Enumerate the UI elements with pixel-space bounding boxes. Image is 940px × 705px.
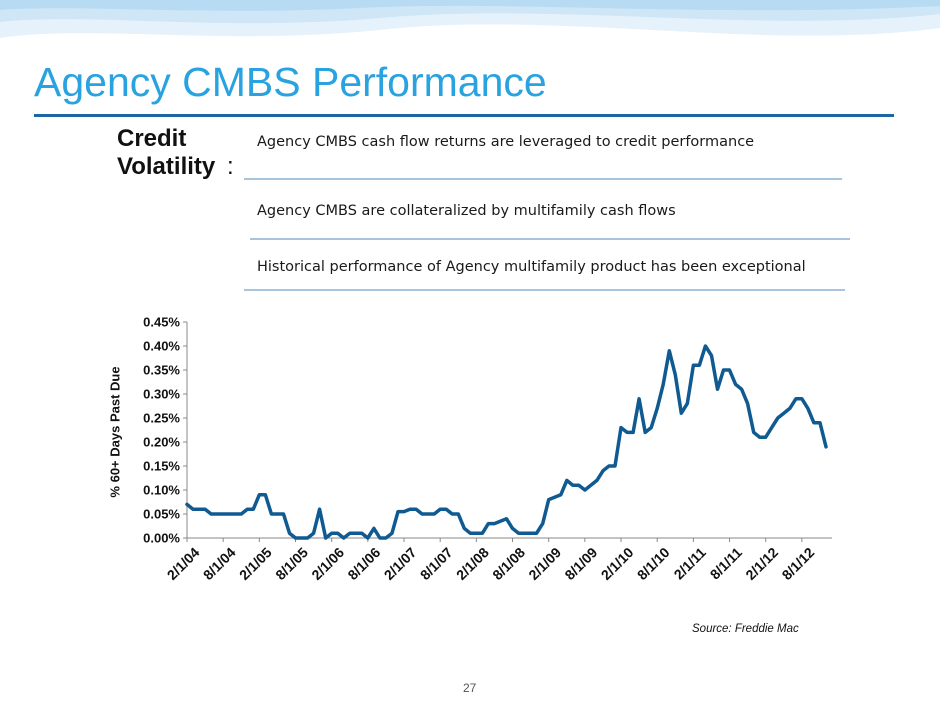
x-tick-label: 2/1/10 (598, 544, 637, 583)
y-tick-label: 0.20% (143, 435, 180, 450)
page-title: Agency CMBS Performance (34, 59, 547, 105)
x-tick-label: 8/1/07 (417, 544, 456, 583)
y-tick-label: 0.45% (143, 315, 180, 330)
section-label-colon: : (227, 153, 234, 180)
x-tick-label: 8/1/06 (344, 544, 383, 583)
x-tick-label: 8/1/09 (562, 544, 601, 583)
x-tick-label: 8/1/08 (489, 544, 528, 583)
section-label-text: Credit Volatility (117, 125, 216, 180)
y-tick-label: 0.30% (143, 387, 180, 402)
series-line (185, 344, 828, 540)
x-tick-label: 8/1/12 (779, 544, 818, 583)
x-tick-label: 8/1/10 (634, 544, 673, 583)
y-tick-label: 0.35% (143, 363, 180, 378)
source-note: Source: Freddie Mac (692, 623, 799, 635)
x-tick-label: 2/1/11 (671, 544, 709, 582)
header-wave-decoration (0, 0, 940, 38)
page-number: 27 (463, 681, 477, 695)
bullet-cash-flow: Agency CMBS cash flow returns are levera… (257, 134, 755, 150)
y-tick-label: 0.25% (143, 411, 180, 426)
x-tick-label: 8/1/04 (200, 544, 239, 583)
bullet-divider (244, 289, 845, 291)
bullet-divider (250, 238, 850, 240)
x-tick-label: 2/1/05 (236, 544, 275, 583)
x-tick-label: 2/1/12 (742, 544, 781, 583)
section-label: Credit Volatility: (117, 125, 234, 181)
y-tick-label: 0.00% (143, 531, 180, 546)
y-axis-label: % 60+ Days Past Due (107, 366, 123, 498)
bullet-collateral: Agency CMBS are collateralized by multif… (257, 203, 676, 219)
y-tick-label: 0.10% (143, 483, 180, 498)
y-tick-label: 0.05% (143, 507, 180, 522)
bullet-divider (244, 178, 842, 180)
x-tick-label: 2/1/07 (381, 544, 420, 583)
y-tick-label: 0.15% (143, 459, 180, 474)
title-divider (34, 114, 894, 117)
bullet-performance: Historical performance of Agency multifa… (257, 259, 806, 275)
x-tick-label: 2/1/09 (525, 544, 564, 583)
x-tick-label: 2/1/08 (453, 544, 492, 583)
x-tick-label: 2/1/06 (308, 544, 347, 583)
x-tick-label: 2/1/04 (164, 544, 203, 583)
x-tick-label: 8/1/05 (272, 544, 311, 583)
x-tick-label: 8/1/11 (707, 544, 745, 582)
y-tick-label: 0.40% (143, 339, 180, 354)
